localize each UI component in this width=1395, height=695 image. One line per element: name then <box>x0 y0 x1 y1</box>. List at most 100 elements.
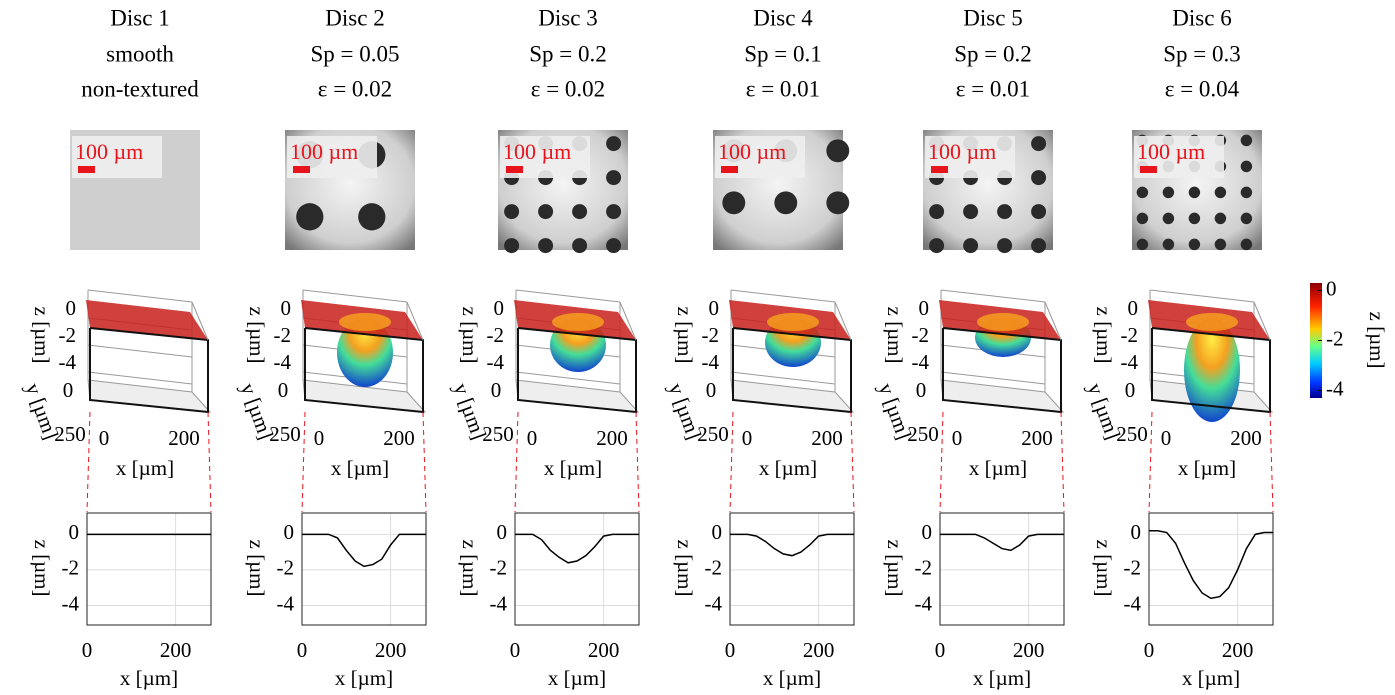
scale-bar <box>78 166 95 173</box>
disc-title: Disc 4 <box>753 5 813 30</box>
plot-frame <box>515 513 639 625</box>
z-axis-label: z [µm] <box>245 307 269 364</box>
x-axis-label: x [µm] <box>544 456 602 480</box>
x-axis-label: x [µm] <box>120 666 178 690</box>
y-axis-label: z [µm] <box>673 540 697 597</box>
disc-parameter: non-textured <box>81 76 199 101</box>
disc-parameter: Sp = 0.3 <box>1163 41 1241 66</box>
y-tick-label: -2 <box>915 556 933 580</box>
disc-parameter: ε = 0.01 <box>956 76 1030 101</box>
z-tick-label: 0 <box>66 296 77 320</box>
texture-dimple <box>1189 239 1200 250</box>
zoom-guide <box>851 412 854 512</box>
x-tick-label: 0 <box>725 638 736 662</box>
texture-dimple <box>1189 187 1200 198</box>
texture-dimple <box>1241 239 1252 250</box>
texture-dimple <box>606 204 621 219</box>
z-axis-label: z [µm] <box>458 307 482 364</box>
dimple-rim <box>767 313 819 331</box>
figure: Disc 1smoothnon-textured100 µm0-2-4z [µm… <box>0 0 1395 695</box>
zoom-guide <box>302 412 305 512</box>
x-axis-label: x [µm] <box>969 456 1027 480</box>
zoom-guide <box>87 412 90 512</box>
disc-title: Disc 6 <box>1172 5 1231 30</box>
y-tick-label: 0 <box>706 378 717 402</box>
scale-label: 100 µm <box>503 139 571 164</box>
y-tick-label: 0 <box>284 520 295 544</box>
zoom-guide <box>940 412 943 512</box>
zoom-guide <box>515 412 518 512</box>
disc-parameter: Sp = 0.05 <box>310 41 399 66</box>
texture-dimple <box>929 204 944 219</box>
zoom-guide <box>1270 412 1273 512</box>
z-tick-label: -4 <box>59 350 77 374</box>
z-tick-label: 0 <box>494 296 505 320</box>
disc-parameter: Sp = 0.2 <box>529 41 607 66</box>
x-axis-label: x [µm] <box>763 666 821 690</box>
x-tick-label: 200 <box>588 638 620 662</box>
y-tick-label: 0 <box>63 378 74 402</box>
scale-bar <box>1140 166 1157 173</box>
x-tick-label: 0 <box>1144 638 1155 662</box>
texture-dimple <box>572 204 587 219</box>
x-axis-label: x [µm] <box>335 666 393 690</box>
zoom-guide <box>730 412 733 512</box>
x-axis-label: x [µm] <box>331 456 389 480</box>
x-tick-label: 200 <box>1230 426 1262 450</box>
z-tick-label: -4 <box>487 350 505 374</box>
texture-dimple <box>606 170 621 185</box>
texture-dimple <box>963 238 978 253</box>
texture-dimple <box>826 139 849 162</box>
dimple-rim <box>977 313 1029 331</box>
z-tick-label: -2 <box>59 323 77 347</box>
y-axis-label: z [µm] <box>30 540 54 597</box>
texture-dimple <box>1241 161 1252 172</box>
texture-dimple <box>606 238 621 253</box>
y-axis-label: y [µm] <box>449 380 491 443</box>
texture-dimple <box>826 191 849 214</box>
y-axis-label: y [µm] <box>874 380 916 443</box>
texture-dimple <box>1215 239 1226 250</box>
surface-edge <box>88 290 192 302</box>
y-tick-label: -2 <box>62 556 80 580</box>
y-tick-label: -2 <box>705 556 723 580</box>
texture-dimple <box>1163 213 1174 224</box>
y-axis-label: y [µm] <box>236 380 278 443</box>
profile-line <box>1149 531 1273 599</box>
texture-dimple <box>572 238 587 253</box>
texture-dimple <box>997 238 1012 253</box>
disc-parameter: smooth <box>106 41 174 66</box>
y-tick-label: -4 <box>705 591 723 615</box>
texture-dimple <box>997 204 1012 219</box>
scale-label: 100 µm <box>928 139 996 164</box>
texture-dimple <box>538 204 553 219</box>
x-tick-label: 200 <box>811 426 843 450</box>
disc-parameter: ε = 0.02 <box>318 76 392 101</box>
x-tick-label: 0 <box>742 426 753 450</box>
profile-line <box>515 534 639 562</box>
scale-bar <box>931 166 948 173</box>
surface-edge <box>1150 290 1254 302</box>
x-tick-label: 0 <box>935 638 946 662</box>
disc-title: Disc 1 <box>110 5 169 30</box>
texture-dimple <box>1137 187 1148 198</box>
y-tick-label: 0 <box>916 378 927 402</box>
texture-dimple <box>358 203 385 230</box>
y-tick-label: -2 <box>490 556 508 580</box>
z-axis-label: z [µm] <box>673 307 697 364</box>
x-tick-label: 0 <box>952 426 963 450</box>
y-axis-label: y [µm] <box>664 380 706 443</box>
z-tick-label: 0 <box>709 296 720 320</box>
y-tick-label: -4 <box>62 591 80 615</box>
z-tick-label: -4 <box>702 350 720 374</box>
z-tick-label: -2 <box>702 323 720 347</box>
z-tick-label: -2 <box>1121 323 1139 347</box>
texture-dimple <box>929 238 944 253</box>
texture-dimple <box>1031 170 1046 185</box>
x-tick-label: 0 <box>1161 426 1172 450</box>
z-tick-label: -2 <box>487 323 505 347</box>
texture-dimple <box>1215 213 1226 224</box>
scale-bar <box>506 166 523 173</box>
z-tick-label: -2 <box>274 323 292 347</box>
disc-parameter: ε = 0.02 <box>531 76 605 101</box>
